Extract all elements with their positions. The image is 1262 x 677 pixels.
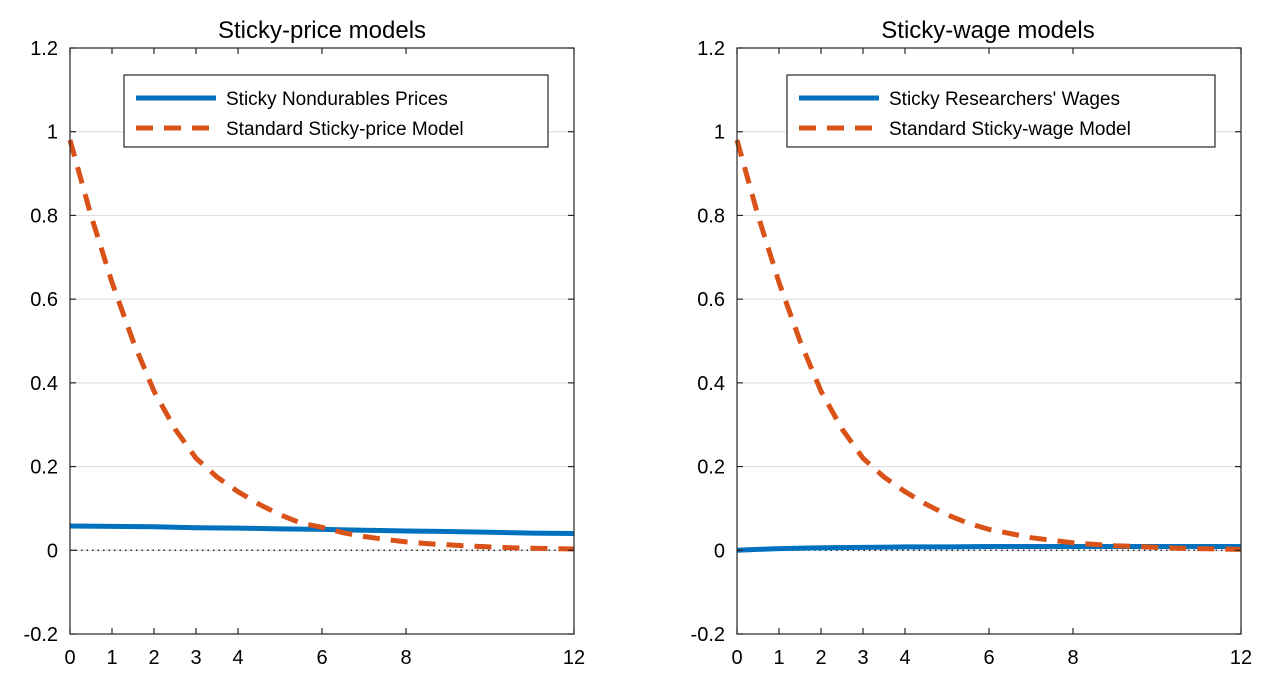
chart-title: Sticky-wage models <box>881 17 1094 44</box>
series-layer <box>67 139 575 552</box>
gridlines <box>70 131 574 551</box>
legend: Sticky Nondurables Prices Standard Stick… <box>123 74 549 148</box>
y-tick-label: 0.2 <box>30 457 58 479</box>
x-tick-label: 1 <box>773 647 784 669</box>
y-tick-label: 0.6 <box>30 289 58 311</box>
panel-sticky-price: Sticky-price models -0.2 0 0.2 0.4 0.6 0.8 1 1.… <box>24 17 586 669</box>
series-line-solid <box>736 544 1241 553</box>
y-axis: -0.2 0 0.2 0.4 0.6 0.8 1 1.2 <box>24 38 574 646</box>
x-tick-label: 1 <box>106 647 117 669</box>
x-tick-label: 3 <box>857 647 868 669</box>
y-tick-label: 1.2 <box>30 38 58 60</box>
x-tick-label: 2 <box>148 647 159 669</box>
y-tick-label: 1 <box>714 122 725 144</box>
x-tick-label: 4 <box>899 647 910 669</box>
panel-sticky-wage: Sticky-wage models -0.2 0 0.2 0.4 0.6 0.8 1 1.2… <box>691 17 1253 669</box>
legend-label: Sticky Researchers' Wages <box>889 89 1120 110</box>
y-tick-label: 0 <box>47 540 58 562</box>
x-tick-label: 12 <box>1230 647 1252 669</box>
x-axis: 0 1 2 3 4 6 8 12 <box>731 48 1252 669</box>
y-tick-label: 0.8 <box>697 205 725 227</box>
legend-label: Standard Sticky-wage Model <box>889 119 1131 140</box>
chart-title: Sticky-price models <box>218 17 426 44</box>
y-tick-label: 1.2 <box>697 38 725 60</box>
x-tick-label: 8 <box>400 647 411 669</box>
legend-box <box>123 74 549 148</box>
series-layer <box>734 139 1242 553</box>
series-line-dashed <box>67 139 575 552</box>
series-line-dashed <box>734 139 1242 552</box>
x-tick-label: 8 <box>1067 647 1078 669</box>
y-tick-label: 0.6 <box>697 289 725 311</box>
y-tick-label: 0.4 <box>30 373 58 395</box>
y-tick-label: 0.8 <box>30 205 58 227</box>
legend-label: Sticky Nondurables Prices <box>226 89 448 110</box>
x-tick-label: 6 <box>316 647 327 669</box>
legend-box <box>786 74 1216 148</box>
y-tick-label: 0.4 <box>697 373 725 395</box>
y-tick-label: -0.2 <box>24 624 58 646</box>
x-tick-label: 3 <box>190 647 201 669</box>
legend: Sticky Researchers' Wages Standard Stick… <box>786 74 1216 148</box>
y-tick-label: 1 <box>47 122 58 144</box>
y-tick-label: 0.2 <box>697 457 725 479</box>
x-axis: 0 1 2 3 4 6 8 12 <box>64 48 585 669</box>
legend-label: Standard Sticky-price Model <box>226 119 464 140</box>
y-tick-label: -0.2 <box>691 624 725 646</box>
x-tick-label: 0 <box>64 647 75 669</box>
x-tick-label: 2 <box>815 647 826 669</box>
gridlines <box>737 131 1241 551</box>
y-tick-label: 0 <box>714 540 725 562</box>
x-tick-label: 4 <box>232 647 243 669</box>
x-tick-label: 0 <box>731 647 742 669</box>
x-tick-label: 12 <box>563 647 585 669</box>
y-axis: -0.2 0 0.2 0.4 0.6 0.8 1 1.2 <box>691 38 1241 646</box>
x-tick-label: 6 <box>983 647 994 669</box>
